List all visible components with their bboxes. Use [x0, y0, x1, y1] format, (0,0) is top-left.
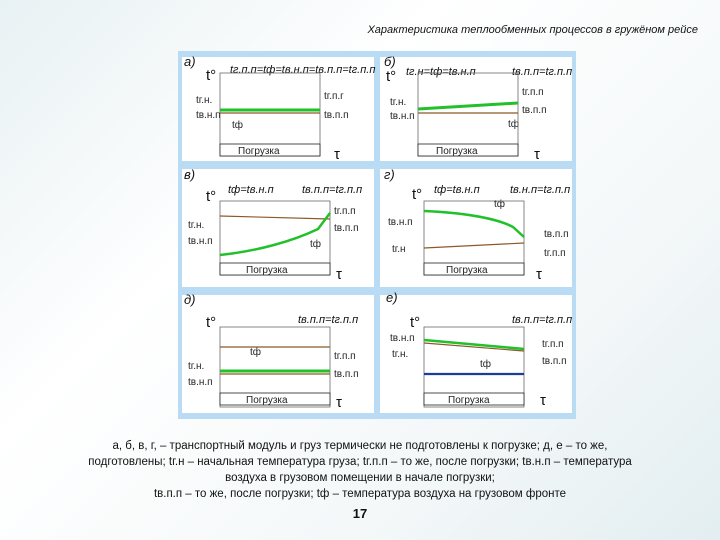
panel-v: в) t° tф=tв.н.п tв.п.п=tг.п.п tг.н. tв.н…	[184, 167, 362, 283]
panel-g-brown-line	[423, 242, 525, 249]
panel-g-tau-axis: τ	[536, 266, 542, 283]
panel-b-left-label-1: tг.н.	[390, 97, 406, 108]
panel-b-t-axis: t°	[386, 68, 396, 85]
panel-g-green-curve	[423, 209, 525, 238]
panel-a: а) t° tг.п.п=tф=tв.н.п=tв.п.п=tг.п.п tг.…	[184, 54, 375, 163]
diagram-svg: а) t° tг.п.п=tф=tв.н.п=tв.п.п=tг.п.п tг.…	[182, 54, 572, 413]
panel-a-inner-label: tф	[232, 119, 243, 131]
panel-v-left-label-1: tг.н.	[188, 220, 204, 231]
panel-b-green-line	[417, 101, 519, 111]
panel-e-green-line	[423, 338, 525, 351]
panel-e-inner-label: tф	[480, 358, 491, 370]
panel-v-tau-axis: τ	[336, 266, 342, 283]
panel-d: д) t° tв.п.п=tг.п.п tг.н. tв.н.п tг.п.п …	[184, 292, 358, 411]
panel-e-loading-bar	[423, 392, 525, 406]
panel-d-tau-axis: τ	[336, 394, 342, 411]
panel-d-right-label-1: tг.п.п	[334, 351, 356, 362]
panel-v-header-right: tв.п.п=tг.п.п	[302, 184, 362, 196]
panel-a-loading-label: Погрузка	[238, 146, 280, 157]
page-number: 17	[352, 506, 368, 521]
panel-e-t-axis: t°	[410, 314, 420, 331]
panel-e: е) t° tв.п.п=tг.п.п tв.н.п tг.н. tг.п.п …	[386, 290, 572, 409]
panel-d-loading-bar	[219, 392, 331, 406]
panel-a-header: tг.п.п=tф=tв.н.п=tв.п.п=tг.п.п	[230, 64, 375, 76]
panel-g: г) t° tф=tв.н.п tв.н.п=tг.п.п tв.н.п tг.…	[384, 167, 570, 283]
panel-v-brown-line	[219, 215, 331, 220]
panel-e-frame	[423, 326, 525, 408]
panel-v-letter: в)	[184, 167, 195, 182]
panel-d-loading-label: Погрузка	[246, 395, 288, 406]
panel-e-right-label-1: tг.п.п	[542, 339, 564, 350]
panel-e-tau-axis: τ	[540, 392, 546, 409]
panel-v-inner-label: tф	[310, 238, 321, 250]
panel-v-left-label-2: tв.н.п	[188, 236, 213, 247]
panel-d-right-label-2: tв.п.п	[334, 369, 358, 380]
panel-d-left-label-2: tв.н.п	[188, 377, 213, 388]
panel-v-loading-label: Погрузка	[246, 265, 288, 276]
panel-g-t-axis: t°	[412, 186, 422, 203]
caption-line-4: tв.п.п – то же, после погрузки; tф – тем…	[153, 488, 567, 500]
panel-e-brown-line	[423, 342, 525, 352]
figure-caption: а, б, в, г, – транспортный модуль и груз…	[56, 438, 664, 502]
panel-e-letter: е)	[386, 290, 398, 305]
panel-e-right-label-2: tв.п.п	[542, 356, 566, 367]
panel-a-left-label-1: tг.н.	[196, 95, 212, 106]
slide-title: Характеристика теплообменных процессов в…	[367, 24, 698, 36]
panel-v-green-curve	[219, 212, 331, 257]
panel-b-loading-label: Погрузка	[436, 146, 478, 157]
panel-a-tau-axis: τ	[334, 146, 340, 163]
panel-g-loading-label: Погрузка	[446, 265, 488, 276]
panel-b-loading-bar	[417, 143, 519, 157]
panel-e-header-right: tв.п.п=tг.п.п	[512, 314, 572, 326]
caption-line-3: воздуха в грузовом помещении в начале по…	[225, 472, 495, 484]
panel-a-right-label-2: tв.п.п	[324, 110, 348, 121]
caption-line-2: подготовлены; tг.н – начальная температу…	[88, 456, 632, 468]
panel-d-header-right: tв.п.п=tг.п.п	[298, 314, 358, 326]
panel-d-letter: д)	[184, 292, 196, 307]
panel-a-left-label-2: tв.н.п	[196, 110, 221, 121]
panel-b-inner-label: tф	[508, 118, 519, 130]
panel-g-right-label-1: tв.п.п	[544, 229, 568, 240]
panel-b-tau-axis: τ	[534, 146, 540, 163]
panel-a-loading-bar	[219, 143, 321, 157]
panel-a-t-axis: t°	[206, 67, 216, 84]
panel-g-letter: г)	[384, 167, 395, 182]
panel-v-t-axis: t°	[206, 188, 216, 205]
panel-v-header-left: tф=tв.н.п	[228, 184, 274, 196]
panel-g-right-label-2: tг.п.п	[544, 248, 566, 259]
panel-d-left-label-1: tг.н.	[188, 361, 204, 372]
panel-g-header-left: tф=tв.н.п	[434, 184, 480, 196]
panel-e-left-label-2: tг.н.	[392, 349, 408, 360]
panel-g-loading-bar	[423, 262, 525, 276]
diagram-board: а) t° tг.п.п=tф=tв.н.п=tв.п.п=tг.п.п tг.…	[178, 51, 576, 419]
panel-d-inner-label: tф	[250, 346, 261, 358]
panel-v-right-label-1: tг.п.п	[334, 206, 356, 217]
panel-d-t-axis: t°	[206, 314, 216, 331]
panel-g-header-right: tв.н.п=tг.п.п	[510, 184, 570, 196]
panel-d-frame	[219, 326, 331, 408]
panel-b-header-left: tг.н=tф=tв.н.п	[406, 66, 476, 78]
panel-b-header-right: tв.п.п=tг.п.п	[512, 66, 572, 78]
caption-line-1: а, б, в, г, – транспортный модуль и груз…	[112, 440, 608, 452]
panel-v-right-label-2: tв.п.п	[334, 223, 358, 234]
panel-g-inner-label: tф	[494, 198, 505, 210]
panel-a-right-label-1: tг.п.г	[324, 91, 344, 102]
panel-e-loading-label: Погрузка	[448, 395, 490, 406]
panel-b: б) t° tг.н=tф=tв.н.п tв.п.п=tг.п.п tг.н.…	[384, 54, 572, 163]
panel-e-left-label-1: tв.н.п	[390, 333, 415, 344]
panel-b-left-label-2: tв.н.п	[390, 111, 415, 122]
panel-b-right-label-1: tг.п.п	[522, 87, 544, 98]
panel-v-loading-bar	[219, 262, 331, 276]
panel-b-letter: б)	[384, 54, 396, 69]
panel-a-letter: а)	[184, 54, 196, 69]
panel-g-left-label-2: tг.н	[392, 244, 406, 255]
panel-g-left-label-1: tв.н.п	[388, 217, 413, 228]
panel-b-right-label-2: tв.п.п	[522, 105, 546, 116]
